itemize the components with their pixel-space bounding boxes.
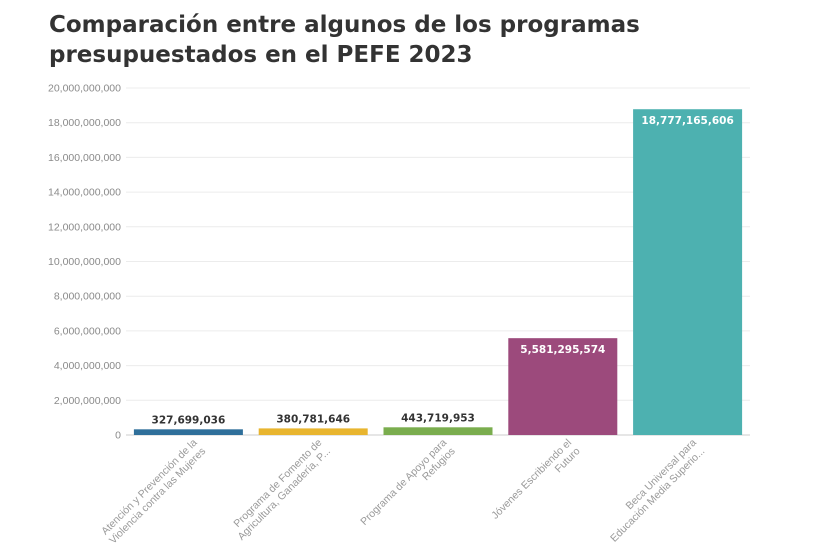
bar[interactable] xyxy=(508,338,618,435)
x-tick-label-line: Violencia contra las Mujeres xyxy=(107,445,208,546)
bar[interactable] xyxy=(133,429,243,435)
chart-title: Comparación entre algunos de los program… xyxy=(49,12,640,68)
y-tick-label: 18,000,000,000 xyxy=(48,117,121,129)
y-tick-label: 10,000,000,000 xyxy=(48,256,121,268)
data-label: 5,581,295,574 xyxy=(520,344,605,356)
y-tick-label: 6,000,000,000 xyxy=(54,325,121,337)
y-tick-label: 16,000,000,000 xyxy=(48,152,121,164)
x-tick-label-line: Programa de Apoyo para xyxy=(358,437,449,528)
y-axis: 0 2,000,000,000 4,000,000,000 6,000,000,000… xyxy=(48,83,121,442)
data-labels: 327,699,036 380,781,646 443,719,953 5,581,2… xyxy=(152,115,734,426)
x-tick-label-line: Educación Media Superio... xyxy=(608,445,707,544)
y-tick-label: 14,000,000,000 xyxy=(48,187,121,199)
y-tick-label: 20,000,000,000 xyxy=(48,83,121,95)
y-tick-label: 12,000,000,000 xyxy=(48,221,121,233)
x-tick-label-line: Agricultura, Ganadería, P... xyxy=(235,445,333,543)
bar[interactable] xyxy=(383,427,493,435)
y-tick-label: 2,000,000,000 xyxy=(54,395,121,407)
data-label: 18,777,165,606 xyxy=(641,115,733,127)
x-tick-label-line: Atención y Prevención de la xyxy=(99,437,200,538)
y-tick-label: 0 xyxy=(115,430,121,442)
x-tick-label-line: Programa de Fomento de xyxy=(231,437,324,530)
y-tick-label: 8,000,000,000 xyxy=(54,291,121,303)
x-tick-label-line: Beca Universal para xyxy=(624,437,699,512)
y-tick-label: 4,000,000,000 xyxy=(54,360,121,372)
data-label: 443,719,953 xyxy=(401,412,475,424)
data-label: 327,699,036 xyxy=(152,414,226,426)
bars xyxy=(133,109,743,435)
data-label: 380,781,646 xyxy=(276,413,350,425)
x-tick-label-line: Jóvenes Escribiendo el xyxy=(489,437,574,522)
bar[interactable] xyxy=(258,428,368,435)
bar[interactable] xyxy=(633,109,743,435)
